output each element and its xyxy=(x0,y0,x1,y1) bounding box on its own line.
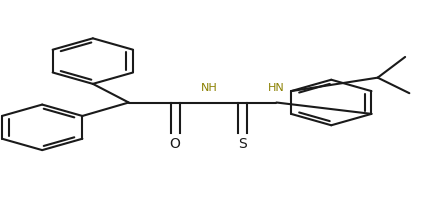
Text: NH: NH xyxy=(200,83,217,93)
Text: HN: HN xyxy=(268,83,285,93)
Text: O: O xyxy=(170,136,181,150)
Text: S: S xyxy=(238,136,247,150)
